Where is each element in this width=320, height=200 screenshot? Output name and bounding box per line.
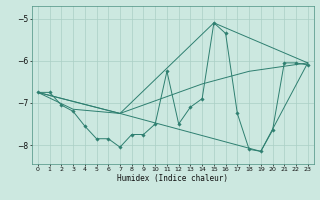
X-axis label: Humidex (Indice chaleur): Humidex (Indice chaleur) [117, 174, 228, 183]
